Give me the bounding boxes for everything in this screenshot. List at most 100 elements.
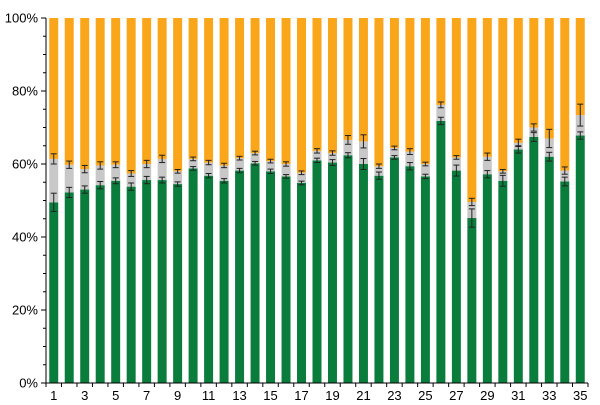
bar-segment-1-series-2	[49, 158, 59, 203]
bar-stacks	[49, 18, 585, 384]
bar-segment-16-series-1	[281, 176, 291, 383]
bar-segment-15-series-1	[266, 171, 276, 383]
x-tick-label: 19	[325, 388, 339, 400]
bar-segment-25-series-3	[420, 18, 430, 164]
bar-segment-35-series-3	[575, 18, 585, 116]
error-bar-9-series-2	[174, 168, 181, 174]
error-bar-22-series-2	[375, 163, 382, 169]
bar-segment-2-series-3	[64, 18, 74, 165]
error-bar-8-series-2	[159, 154, 166, 164]
x-tick-label: 13	[232, 388, 246, 400]
bar-segment-26-series-3	[436, 18, 446, 105]
error-bar-13-series-2	[236, 155, 243, 161]
bar-segment-17-series-2	[297, 172, 306, 183]
bar-segment-17-series-3	[297, 18, 306, 173]
error-bar-27-series-1	[453, 164, 460, 177]
error-bar-26-series-1	[437, 116, 444, 126]
error-bar-23-series-1	[391, 155, 398, 160]
error-bar-6-series-2	[128, 170, 135, 177]
bar-segment-11-series-1	[204, 175, 214, 383]
bar-segment-31-series-1	[513, 149, 523, 383]
x-tick-label: 29	[480, 388, 494, 400]
error-bar-4-series-2	[97, 161, 104, 170]
bar-segment-19-series-2	[327, 153, 337, 163]
error-bar-18-series-1	[314, 157, 320, 164]
error-bar-11-series-2	[205, 159, 212, 166]
error-bar-19-series-2	[329, 150, 336, 156]
error-bar-24-series-2	[406, 148, 413, 156]
error-bar-28-series-2	[468, 197, 475, 207]
error-bar-12-series-2	[221, 162, 228, 169]
x-tick-label: 21	[356, 388, 370, 400]
bar-segment-8-series-1	[157, 180, 167, 383]
error-bar-14-series-1	[252, 160, 259, 166]
error-bar-25-series-1	[422, 173, 429, 180]
error-bar-34-series-2	[561, 166, 568, 175]
error-bar-29-series-2	[484, 152, 491, 161]
bar-segment-16-series-3	[281, 18, 291, 164]
bar-segment-6-series-2	[126, 173, 136, 187]
error-bar-13-series-1	[236, 167, 243, 174]
error-bar-7-series-1	[143, 175, 150, 185]
bar-segment-28-series-3	[467, 18, 477, 202]
x-tick-label: 25	[418, 388, 432, 400]
error-bar-32-series-1	[530, 132, 537, 142]
bar-segment-7-series-2	[142, 164, 152, 181]
bar-segment-2-series-2	[64, 164, 74, 193]
error-bar-25-series-2	[422, 161, 429, 167]
bar-segment-20-series-3	[343, 18, 353, 140]
bar-segment-25-series-1	[420, 176, 430, 383]
bar-segment-24-series-3	[405, 18, 415, 152]
error-bar-35-series-1	[577, 131, 584, 140]
error-bar-24-series-1	[406, 162, 413, 171]
bar-segment-13-series-1	[235, 170, 245, 383]
error-bar-12-series-1	[221, 178, 228, 184]
error-bar-31-series-2	[515, 138, 522, 147]
error-bar-3-series-2	[81, 164, 88, 174]
bar-segment-12-series-1	[219, 180, 229, 383]
bar-segment-24-series-1	[405, 166, 415, 383]
x-tick-label: 23	[387, 388, 401, 400]
error-bar-21-series-2	[360, 134, 367, 149]
bar-segment-1-series-3	[49, 18, 59, 159]
x-tick-label: 11	[202, 388, 216, 400]
error-bar-22-series-1	[375, 171, 382, 180]
bar-segment-27-series-2	[451, 157, 461, 171]
bar-segment-4-series-1	[95, 185, 105, 383]
bar-segment-23-series-1	[389, 157, 399, 383]
bar-segment-23-series-3	[389, 18, 399, 148]
bar-segment-18-series-1	[312, 160, 322, 383]
error-bar-19-series-1	[329, 159, 336, 166]
bar-segment-22-series-2	[374, 166, 384, 176]
bar-segment-13-series-2	[235, 158, 245, 171]
x-tick-label: 35	[573, 388, 587, 400]
bar-segment-9-series-2	[173, 171, 183, 185]
error-bar-34-series-1	[561, 176, 568, 187]
bar-segment-26-series-2	[436, 104, 446, 121]
bar-segment-29-series-3	[482, 18, 492, 157]
bar-segment-10-series-3	[188, 18, 198, 159]
error-bar-30-series-2	[499, 168, 506, 174]
error-bar-33-series-2	[546, 128, 553, 149]
x-axis-tick-labels: 1 3 5 7 9 11 13 15 17 19 21 23 25 27 29 31 33 35	[50, 388, 587, 403]
bar-segment-21-series-1	[358, 164, 368, 383]
error-bar-20-series-1	[344, 152, 351, 159]
error-bar-29-series-1	[484, 170, 491, 179]
y-tick-label: 60%	[12, 157, 38, 172]
bar-segment-25-series-2	[420, 164, 430, 177]
x-tick-label: 9	[174, 388, 181, 400]
bar-segment-27-series-1	[451, 170, 461, 383]
bar-segment-28-series-1	[467, 218, 477, 383]
error-bar-17-series-2	[298, 170, 305, 176]
error-bar-23-series-2	[391, 145, 398, 151]
bar-segment-17-series-1	[297, 182, 306, 383]
bar-segment-5-series-3	[111, 18, 121, 165]
error-bar-10-series-2	[190, 156, 197, 162]
bar-segment-14-series-1	[250, 163, 260, 383]
error-bars	[50, 101, 584, 228]
bar-segment-3-series-1	[80, 189, 90, 383]
error-bar-32-series-2	[530, 123, 537, 132]
bar-segment-9-series-1	[173, 184, 183, 383]
bar-segment-19-series-1	[327, 162, 337, 383]
bar-segment-23-series-2	[389, 147, 399, 158]
